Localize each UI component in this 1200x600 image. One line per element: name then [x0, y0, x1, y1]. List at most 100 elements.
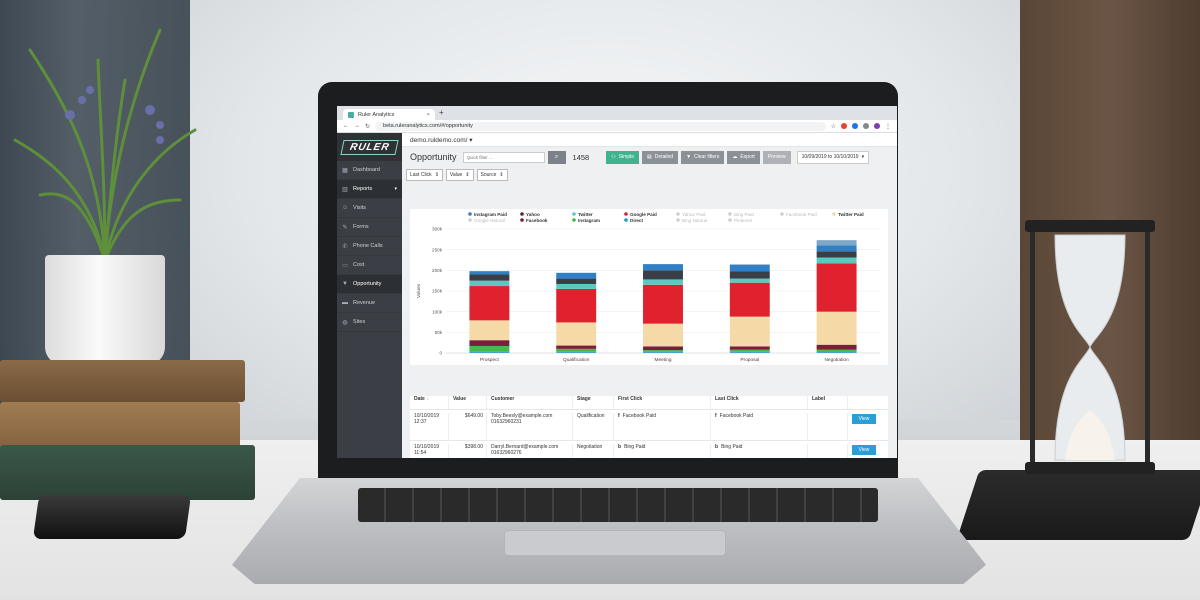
table-row[interactable]: 10/10/2019 12:37 $649.00 Toby.Beesly@examp…	[410, 410, 888, 441]
legend-marker	[780, 212, 784, 216]
sidebar-item-label: Revenue	[353, 300, 376, 306]
y-axis-label: Values	[416, 283, 422, 298]
preview-label: Preview	[767, 154, 786, 160]
detailed-button[interactable]: ▤ Detailed	[642, 150, 679, 164]
domain-selector[interactable]: demo.ruldemo.com/ ▾	[402, 133, 897, 147]
bar-segment	[643, 284, 683, 324]
col-last-click[interactable]: Last Click	[711, 396, 808, 409]
preview-button[interactable]: Preview	[762, 150, 791, 164]
logo-area[interactable]: RULER	[337, 133, 402, 161]
cell-action: View	[848, 413, 888, 440]
bar-segment	[469, 274, 510, 281]
x-tick-label: Qualification	[563, 357, 590, 363]
cell-first-click: f Facebook Paid	[614, 413, 711, 440]
chevron-down-icon: ▾	[469, 137, 473, 144]
legend-marker	[468, 218, 472, 222]
date-range-picker[interactable]: 10/09/2019 to 10/10/2019 ▾	[796, 150, 870, 164]
cell-label	[808, 444, 848, 458]
table-body: 10/10/2019 12:37 $649.00 Toby.Beesly@examp…	[410, 410, 888, 458]
table-row[interactable]: 10/10/2019 11:54 $398.00 Darryl.Bernard@ex…	[410, 441, 888, 458]
extension-icon[interactable]	[852, 123, 858, 129]
cash-icon: ▬	[342, 300, 348, 306]
close-tab-icon[interactable]: ×	[426, 111, 430, 118]
customer-email[interactable]: Darryl.Bernard@example.com	[491, 444, 559, 450]
extension-icon[interactable]	[841, 123, 847, 129]
col-date[interactable]: Date ↕	[410, 396, 449, 409]
legend-marker	[624, 212, 628, 216]
sidebar-item-revenue[interactable]: ▬ Revenue	[337, 294, 402, 313]
extension-icon[interactable]	[863, 123, 869, 129]
bar-segment	[816, 263, 857, 312]
clear-filters-button[interactable]: ▼ Clear filters	[681, 150, 725, 164]
browser-tab[interactable]: Ruler Analytics ×	[343, 109, 435, 120]
clear-filters-label: Clear filters	[694, 154, 720, 160]
users-icon: ☺	[342, 205, 349, 211]
book	[0, 360, 245, 402]
col-stage[interactable]: Stage	[573, 396, 614, 409]
attribution-select[interactable]: Last Click ⇕	[406, 169, 443, 181]
url-field[interactable]: beta.ruleranalytics.com/#/opportunity	[375, 121, 826, 131]
bar-segment	[556, 322, 597, 346]
browser-menu-icon[interactable]: ⋮	[885, 123, 891, 130]
export-label: Export	[740, 154, 755, 160]
sort-icon: ↕	[426, 396, 429, 402]
col-label[interactable]: Label	[808, 396, 848, 409]
reload-icon[interactable]: ↻	[365, 123, 371, 130]
sidebar-item-visits[interactable]: ☺ Visits	[337, 199, 402, 218]
back-icon[interactable]: ←	[343, 123, 349, 129]
sidebar-item-opportunity[interactable]: ▼ Opportunity	[337, 275, 402, 294]
filter-icon: ▼	[686, 154, 692, 160]
sidebar-item-reports[interactable]: ▥ Reports ▾	[337, 180, 402, 199]
group-select[interactable]: Source ⇕	[476, 169, 508, 181]
sidebar-item-forms[interactable]: ✎ Forms	[337, 218, 402, 237]
bookmark-star-icon[interactable]: ☆	[830, 123, 836, 130]
y-tick-label: 100k	[432, 309, 443, 314]
sidebar-item-cost[interactable]: ▭ Cost	[337, 256, 402, 275]
x-tick-label: Meeting	[654, 357, 671, 363]
chevron-down-icon: ▾	[394, 186, 397, 192]
col-first-click[interactable]: First Click	[614, 396, 711, 409]
customer-email[interactable]: Toby.Beesly@example.com	[491, 413, 553, 419]
bar-segment	[816, 245, 857, 252]
quick-filter-input[interactable]	[462, 151, 545, 163]
favicon-icon	[348, 111, 354, 118]
metric-value: Value	[449, 172, 463, 178]
sidebar-item-phone-calls[interactable]: ✆ Phone Calls	[337, 237, 402, 256]
col-action	[848, 396, 888, 409]
view-button[interactable]: View	[852, 445, 876, 455]
bar-segment	[643, 264, 683, 271]
new-tab-icon[interactable]: +	[439, 108, 444, 117]
x-tick-label: Proposal	[740, 357, 759, 363]
bar-segment	[556, 351, 597, 353]
export-button[interactable]: ☁ Export	[727, 150, 760, 164]
plant-pot	[45, 255, 165, 365]
sidebar-item-dashboard[interactable]: ▦ Dashboard	[337, 161, 402, 180]
x-tick-label: Negotiation	[824, 357, 849, 363]
plant-icon	[13, 28, 197, 262]
cell-stage: Negotiation	[573, 444, 614, 458]
profile-avatar[interactable]	[874, 123, 880, 129]
funnel-icon: ▼	[342, 281, 348, 287]
bar-segment	[469, 320, 510, 341]
updown-icon: ⇕	[465, 172, 470, 178]
sidebar-item-label: Dashboard	[353, 167, 380, 173]
col-customer[interactable]: Customer	[487, 396, 573, 409]
bar-segment	[816, 240, 857, 246]
group-value: Source	[480, 172, 497, 178]
sidebar-item-label: Cost	[353, 262, 365, 268]
simple-button[interactable]: ⚇ Simple	[606, 150, 639, 164]
bar-segment	[556, 283, 597, 289]
legend-marker	[624, 218, 628, 222]
col-value[interactable]: Value	[449, 396, 487, 409]
sidebar-item-sites[interactable]: ◍ Sites	[337, 313, 402, 332]
sidebar-item-label: Sites	[353, 319, 366, 325]
search-icon[interactable]: ⌕	[547, 150, 566, 164]
metric-select[interactable]: Value ⇕	[445, 169, 474, 181]
cell-date: 10/10/2019 11:54	[410, 444, 449, 458]
channel-icon: b	[618, 444, 622, 450]
bar-segment	[556, 278, 597, 284]
cell-customer: Darryl.Bernard@example.com 01632960276	[487, 444, 573, 458]
view-button[interactable]: View	[852, 414, 876, 424]
forward-icon[interactable]: →	[354, 123, 360, 129]
bar-segment	[469, 345, 510, 352]
